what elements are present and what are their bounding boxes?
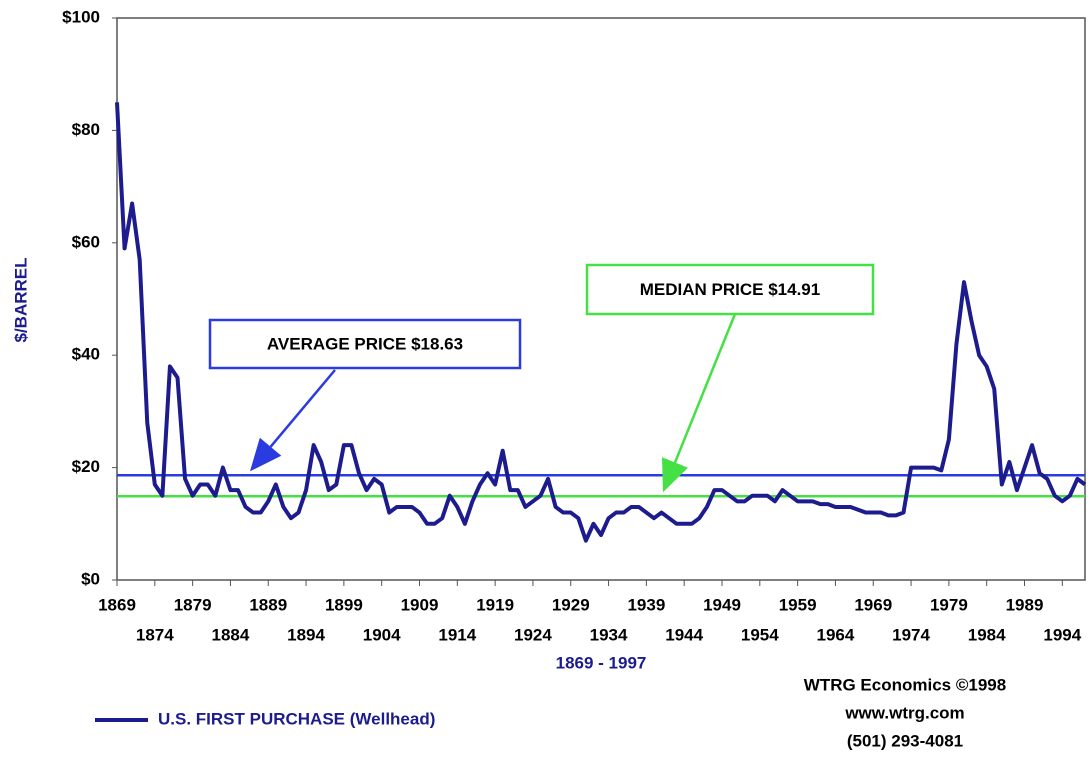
callout-arrow xyxy=(673,313,737,464)
y-tick-label: $40 xyxy=(72,345,100,364)
x-tick-label: 1904 xyxy=(363,625,401,644)
callout-box xyxy=(585,263,875,316)
x-tick-label: 1994 xyxy=(1043,625,1081,644)
y-tick-label: $100 xyxy=(62,7,100,26)
x-tick-label: 1974 xyxy=(892,625,930,644)
credit: (501) 293-4081 xyxy=(847,731,963,750)
callout-label: MEDIAN PRICE $14.91 xyxy=(640,280,820,299)
x-tick-label: 1889 xyxy=(249,595,287,614)
x-tick-label: 1949 xyxy=(703,595,741,614)
x-tick-label: 1884 xyxy=(212,625,250,644)
x-tick-label: 1939 xyxy=(627,595,665,614)
x-tick-label: 1944 xyxy=(665,625,703,644)
callout-box xyxy=(208,318,522,370)
data-line xyxy=(115,102,1087,543)
x-tick-label: 1979 xyxy=(930,595,968,614)
x-tick-label: 1984 xyxy=(968,625,1006,644)
credit: WTRG Economics ©1998 xyxy=(804,675,1006,694)
x-tick-label: 1874 xyxy=(136,625,174,644)
x-tick-label: 1934 xyxy=(590,625,628,644)
x-tick-label: 1879 xyxy=(174,595,212,614)
x-tick-label: 1869 xyxy=(98,595,136,614)
callout-arrowhead xyxy=(662,457,688,493)
x-tick-label: 1964 xyxy=(817,625,855,644)
x-tick-label: 1954 xyxy=(741,625,779,644)
y-tick-label: $20 xyxy=(72,457,100,476)
x-tick-label: 1924 xyxy=(514,625,552,644)
credit: www.wtrg.com xyxy=(844,703,964,722)
x-tick-label: 1969 xyxy=(854,595,892,614)
x-tick-label: 1989 xyxy=(1006,595,1044,614)
plot-frame xyxy=(116,17,1086,581)
x-axis-label: 1869 - 1997 xyxy=(556,653,647,672)
legend-label: U.S. FIRST PURCHASE (Wellhead) xyxy=(158,709,435,728)
x-tick-label: 1919 xyxy=(476,595,514,614)
y-tick-label: $0 xyxy=(81,569,100,588)
x-tick-label: 1914 xyxy=(438,625,476,644)
x-tick-label: 1959 xyxy=(779,595,817,614)
callout-arrow xyxy=(269,369,336,448)
x-tick-label: 1894 xyxy=(287,625,325,644)
callout-arrowhead xyxy=(250,437,282,472)
y-tick-label: $60 xyxy=(72,232,100,251)
callout-label: AVERAGE PRICE $18.63 xyxy=(267,334,463,353)
x-tick-label: 1909 xyxy=(401,595,439,614)
x-tick-label: 1899 xyxy=(325,595,363,614)
y-axis-label: $/BARREL xyxy=(11,257,30,342)
y-tick-label: $80 xyxy=(72,120,100,139)
x-tick-label: 1929 xyxy=(552,595,590,614)
